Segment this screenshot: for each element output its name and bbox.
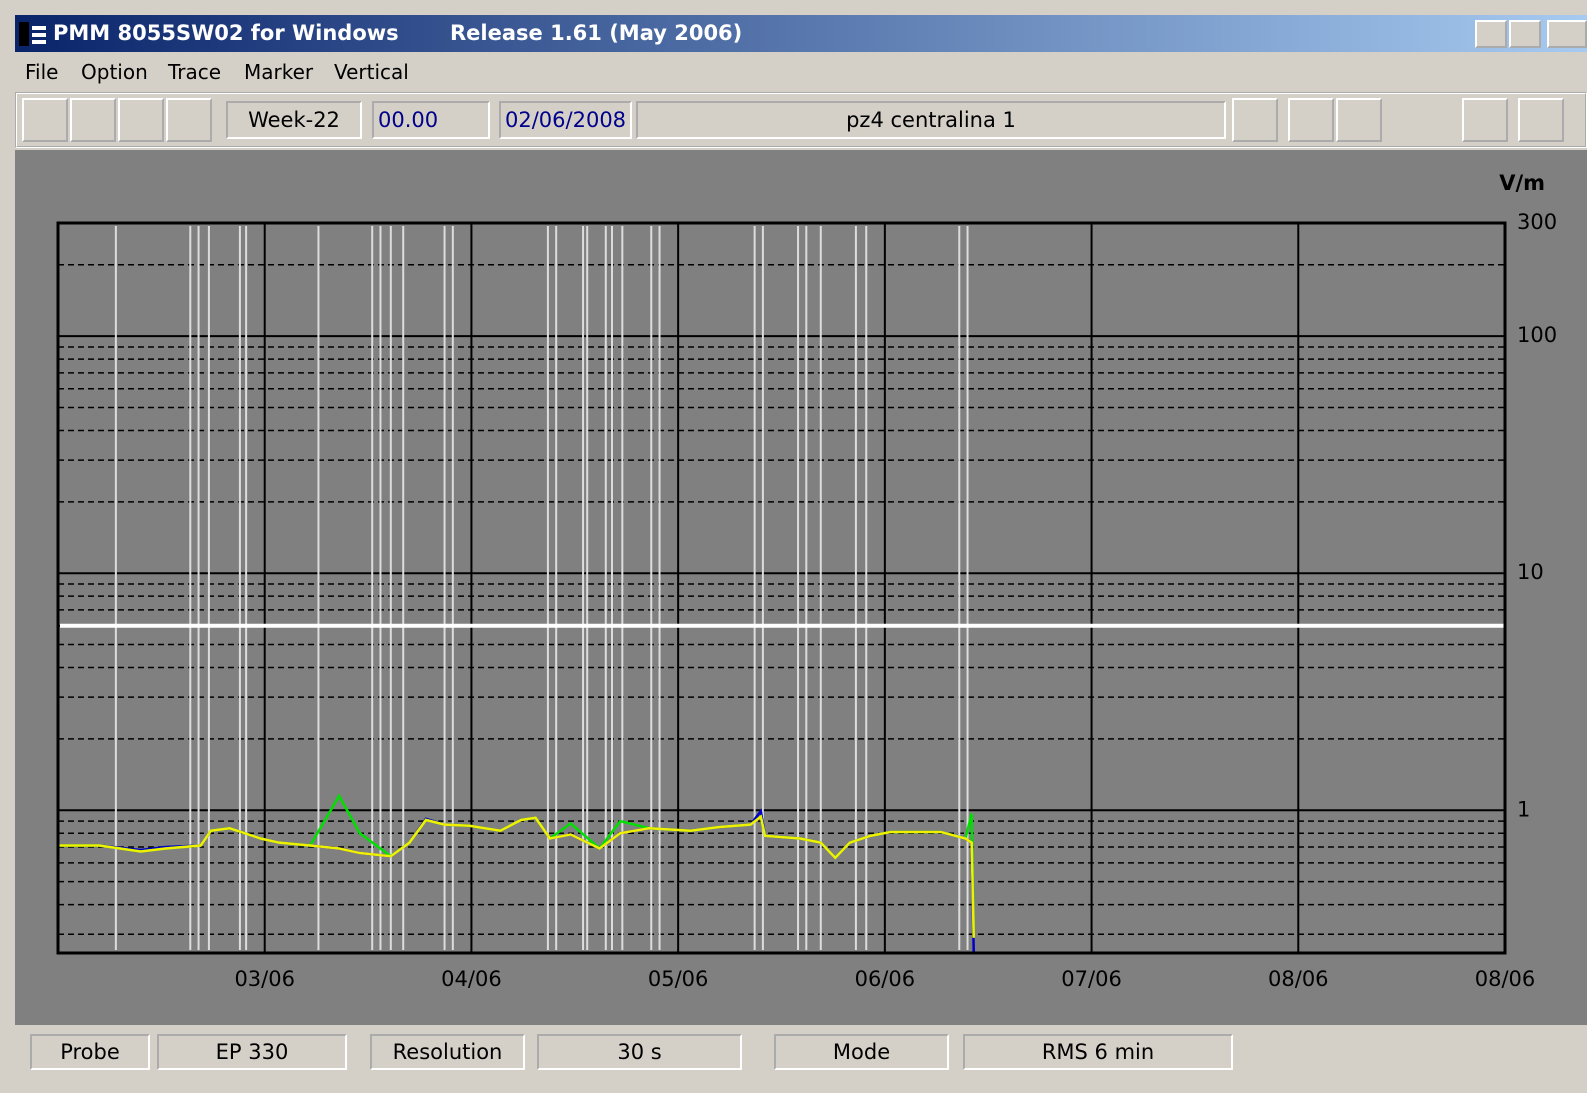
window-title: PMM 8055SW02 for Windows — [53, 21, 399, 45]
status-field: Resolution — [370, 1034, 525, 1070]
menu-item[interactable]: File — [25, 60, 59, 84]
status-field: Probe — [30, 1034, 150, 1070]
open-button[interactable] — [70, 98, 116, 142]
grid2-button[interactable] — [1336, 98, 1382, 142]
week-field[interactable]: Week-22 — [226, 101, 362, 139]
chart: V/m 1 10 100 300 03/06 04/06 05/06 06/06 07/06 08… — [15, 150, 1587, 1025]
maximize-button[interactable] — [1509, 20, 1541, 48]
x-tick-label: 04/06 — [441, 967, 502, 991]
y-unit: V/m — [1499, 171, 1545, 195]
y-tick-label: 300 — [1517, 210, 1557, 234]
menu-item[interactable]: Option — [81, 60, 148, 84]
menu-item[interactable]: Trace — [168, 60, 222, 84]
y-tick-label: 100 — [1517, 323, 1557, 347]
x-tick-label: 08/06 — [1268, 967, 1329, 991]
plot-frame — [56, 221, 1507, 955]
date-field[interactable]: 02/06/2008 — [499, 101, 632, 139]
status-field: Mode — [774, 1034, 949, 1070]
title-bar: PMM 8055SW02 for Windows Release 1.61 (M… — [15, 15, 1587, 52]
save-button[interactable] — [22, 98, 68, 142]
trace — [58, 814, 975, 938]
close-button[interactable] — [1547, 20, 1587, 48]
status-field: EP 330 — [157, 1034, 347, 1070]
color-button[interactable] — [1462, 98, 1508, 142]
x-tick-label: 08/06 — [1475, 967, 1536, 991]
zoom-button[interactable] — [1232, 98, 1278, 142]
x-tick-label: 07/06 — [1061, 967, 1122, 991]
chart-background — [15, 150, 1587, 1025]
x-tick-label: 06/06 — [855, 967, 916, 991]
status-field: 30 s — [537, 1034, 742, 1070]
print-button[interactable] — [118, 98, 164, 142]
snapshot-button[interactable] — [166, 98, 212, 142]
station-field: pz4 centralina 1 — [636, 101, 1226, 139]
toolbar — [15, 92, 1587, 148]
minimize-button[interactable] — [1475, 20, 1507, 48]
menu-item[interactable]: Marker — [244, 60, 314, 84]
y-tick-label: 10 — [1517, 560, 1544, 584]
time-field[interactable]: 00.00 — [372, 101, 490, 139]
menu-item[interactable]: Vertical — [334, 60, 409, 84]
x-tick-label: 03/06 — [234, 967, 295, 991]
x-tick-label: 05/06 — [648, 967, 709, 991]
app-icon — [19, 22, 46, 46]
status-field: RMS 6 min — [963, 1034, 1233, 1070]
grid-button[interactable] — [1288, 98, 1334, 142]
y-tick-label: 1 — [1517, 797, 1530, 821]
window-release: Release 1.61 (May 2006) — [450, 21, 743, 45]
help-button[interactable] — [1518, 98, 1564, 142]
